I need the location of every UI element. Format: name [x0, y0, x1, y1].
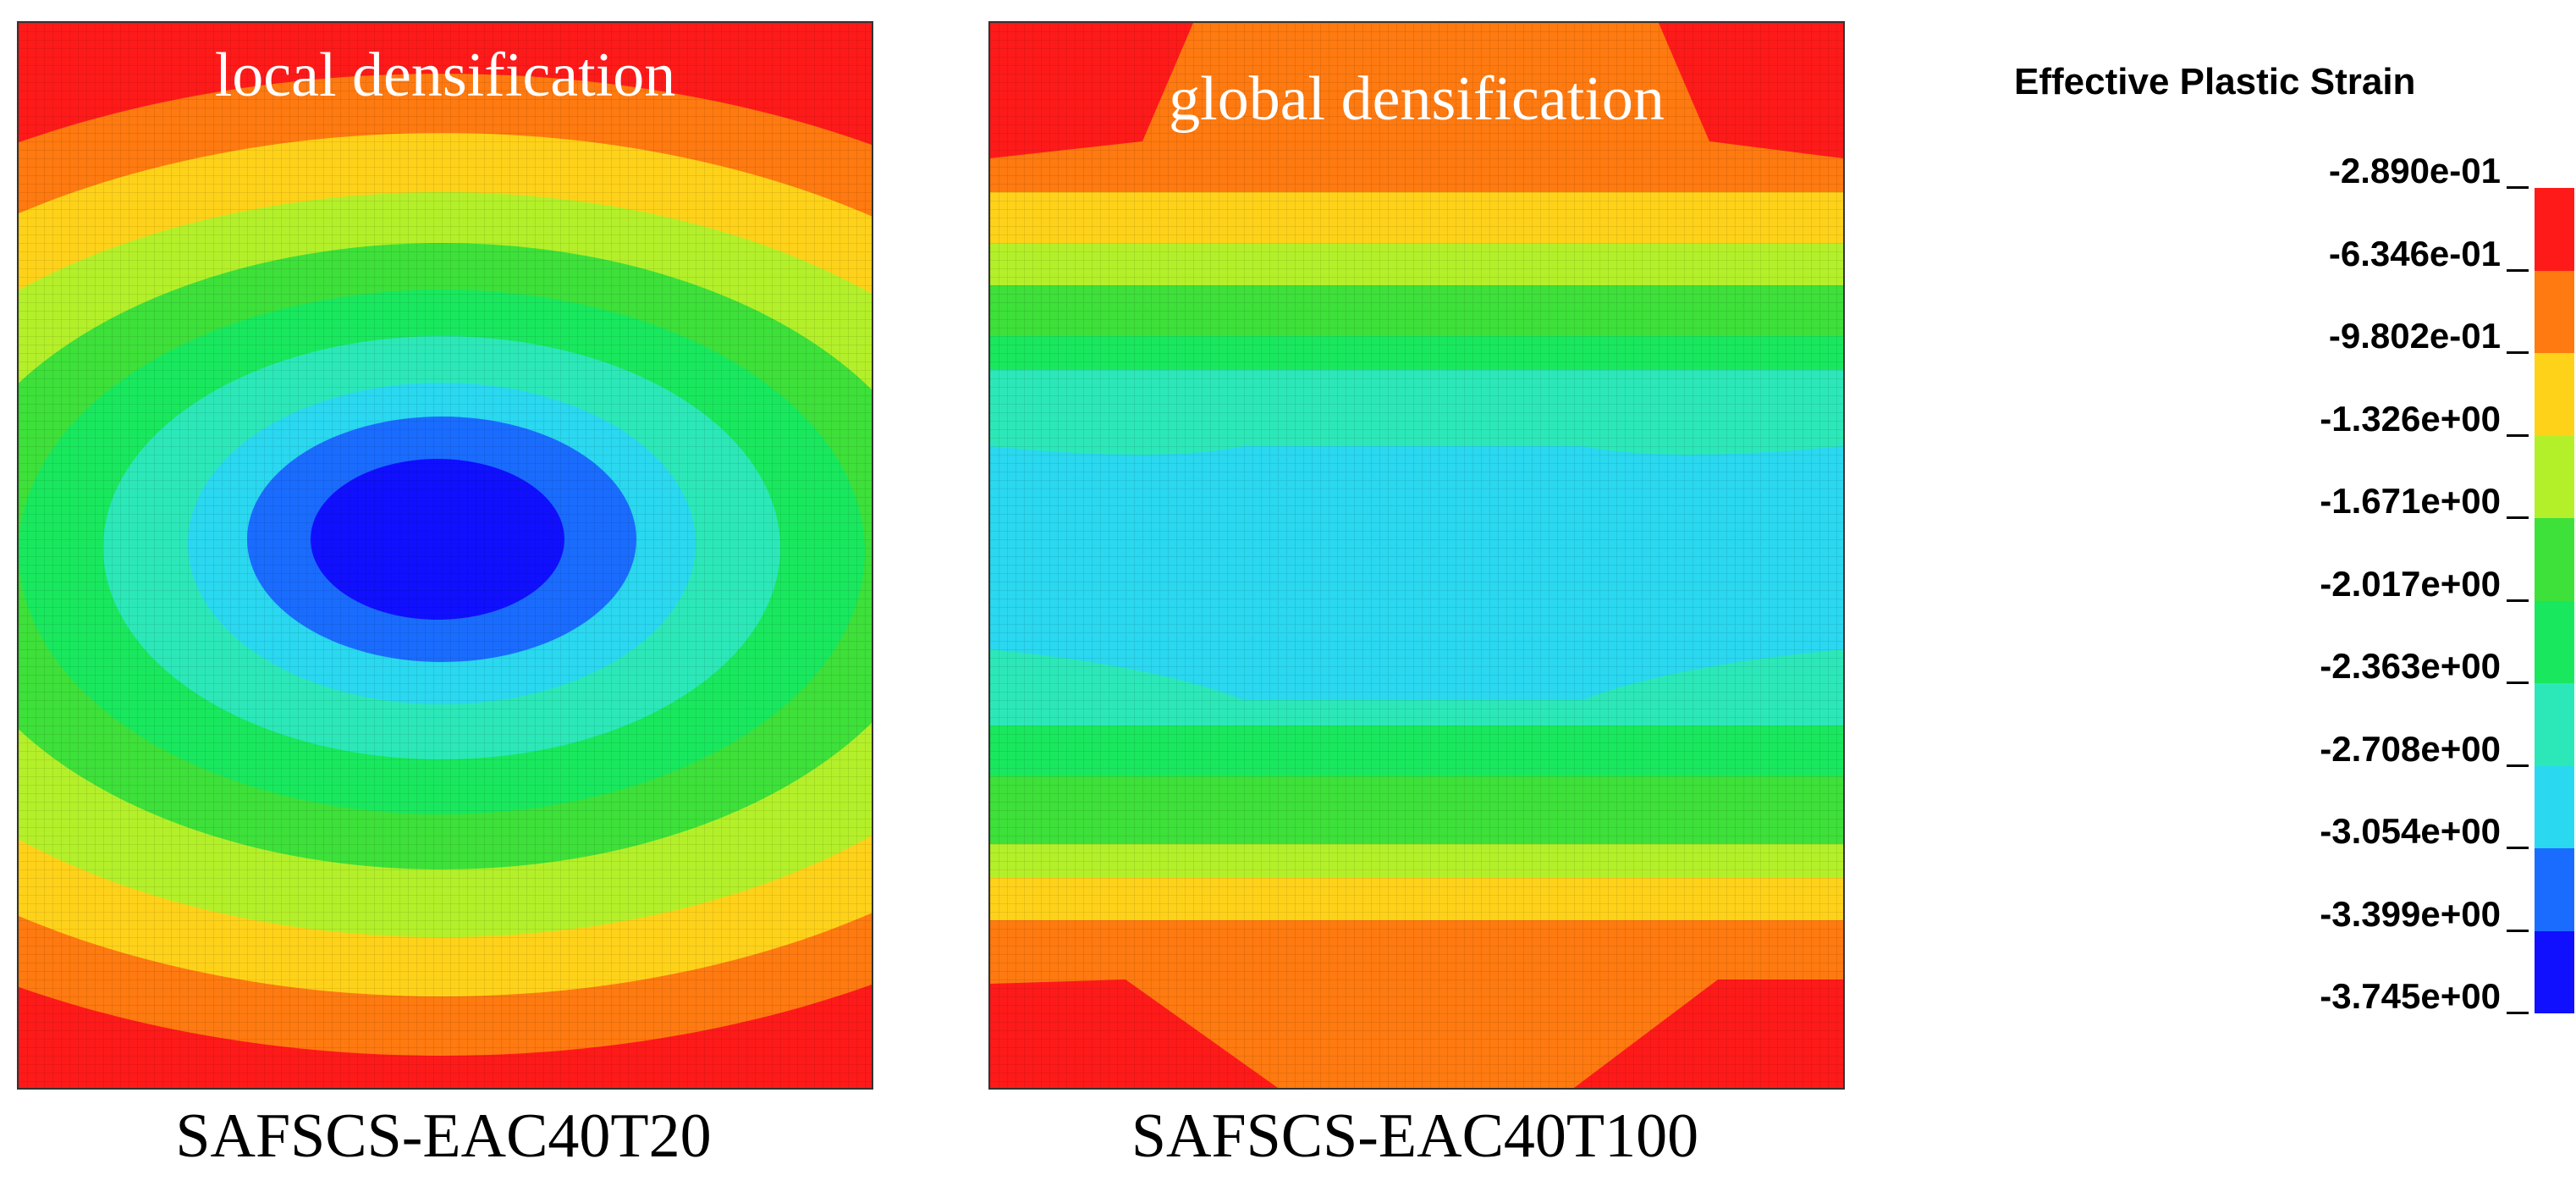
legend-tick-label: -1.671e+00 [2320, 481, 2501, 521]
legend-tick-label: -1.326e+00 [2320, 398, 2501, 439]
legend-tick-label: -3.054e+00 [2320, 811, 2501, 851]
legend-swatch [2535, 270, 2574, 353]
legend-swatch [2535, 600, 2574, 683]
contour-panel-global: global densification [988, 21, 1845, 1090]
legend-tick [2507, 1012, 2529, 1014]
legend-tick-label: -2.708e+00 [2320, 728, 2501, 769]
legend-tick [2507, 764, 2529, 767]
legend-title: Effective Plastic Strain [2014, 61, 2416, 102]
contour-plot-local [19, 23, 872, 1088]
color-legend: -2.890e-01 -6.346e-01 -9.802e-01 -1.326e+00… [2200, 127, 2576, 1041]
legend-tick-label: -2.890e-01 [2328, 151, 2501, 190]
legend-tick-label: -6.346e-01 [2328, 233, 2501, 273]
contour-plot-global [990, 23, 1843, 1088]
legend-tick-label: -3.399e+00 [2320, 893, 2501, 934]
mesh-grid [990, 23, 1843, 1088]
local-densification-label: local densification [214, 41, 676, 110]
legend-tick [2507, 351, 2529, 354]
legend-swatch [2535, 188, 2574, 271]
legend-swatch [2535, 930, 2574, 1013]
legend-tick-label: -2.363e+00 [2320, 646, 2501, 686]
legend-tick-label: -3.745e+00 [2320, 976, 2501, 1016]
global-densification-label: global densification [1169, 64, 1665, 134]
legend-swatch [2535, 435, 2574, 518]
legend-tick [2507, 847, 2529, 849]
legend-tick [2507, 516, 2529, 519]
legend-tick [2507, 186, 2529, 189]
legend-swatch [2535, 765, 2574, 848]
legend-tick [2507, 433, 2529, 437]
legend-tick [2507, 599, 2529, 602]
legend-swatch [2535, 518, 2574, 601]
legend-tick-label: -2.017e+00 [2320, 563, 2501, 604]
contour-panel-local: local densification [17, 21, 873, 1090]
mesh-grid [19, 23, 872, 1088]
legend-tick-label: -9.802e-01 [2328, 316, 2501, 356]
legend-swatch [2535, 848, 2574, 931]
legend-tick [2507, 682, 2529, 684]
legend-tick [2507, 929, 2529, 932]
legend-swatch [2535, 683, 2574, 766]
legend-swatch [2535, 353, 2574, 436]
legend-tick [2507, 268, 2529, 272]
caption-eac40t100: SAFSCS-EAC40T100 [1131, 1101, 1699, 1171]
caption-eac40t20: SAFSCS-EAC40T20 [175, 1101, 712, 1171]
